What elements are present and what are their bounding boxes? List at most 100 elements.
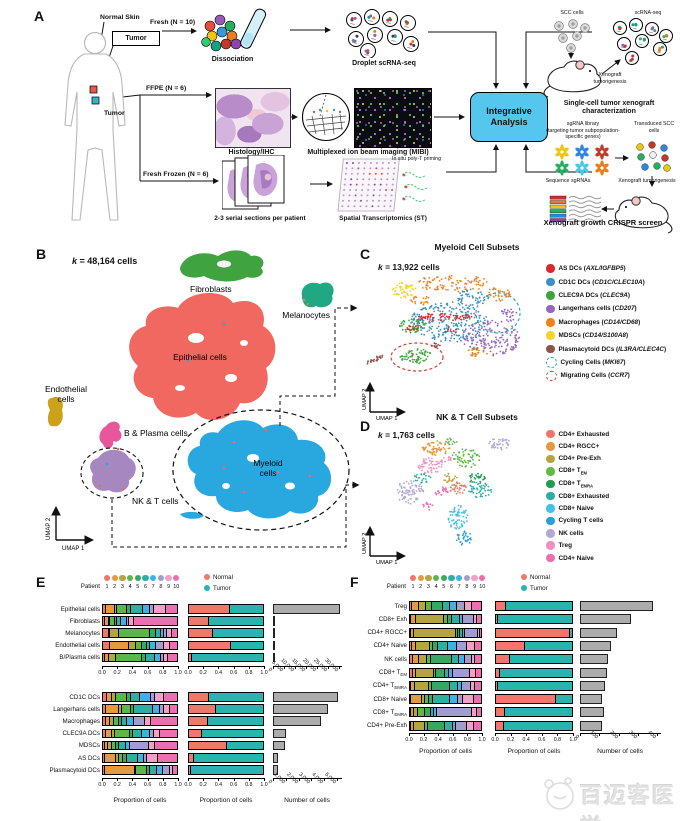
condition-legend-label: Tumor <box>213 585 231 592</box>
condition-proportion-bar <box>188 692 264 702</box>
patient-segment <box>119 629 150 637</box>
axis-tick-label: 0.2 <box>200 670 207 676</box>
axis-tick <box>188 666 189 669</box>
bar-row-label: Endothelial cells <box>18 642 100 649</box>
cell-count-bar <box>580 668 607 678</box>
patient-segment <box>116 693 127 701</box>
cell-count-bar <box>273 741 285 751</box>
patient-proportion-bar <box>102 704 178 714</box>
axis-title: Proportion of cells <box>397 748 494 755</box>
axis-tick-label: 1.0 <box>174 782 181 788</box>
patient-segment <box>133 730 142 738</box>
condition-segment <box>498 615 572 623</box>
patient-segment <box>129 642 136 650</box>
patient-color-dot <box>456 575 462 581</box>
axis-tick <box>526 733 527 736</box>
patient-color-dot <box>418 575 424 581</box>
axis-tick-label: 0.0 <box>184 782 191 788</box>
patient-number: 10 <box>173 584 179 590</box>
condition-proportion-bar <box>495 707 573 717</box>
patient-segment <box>419 655 428 663</box>
condition-segment <box>496 629 570 637</box>
axis-tick <box>178 778 179 781</box>
bar-row-label: CD8+ TEM <box>330 669 407 677</box>
cell-count-bar <box>580 614 631 624</box>
patient-proportion-bar <box>102 604 178 614</box>
axis-tick <box>234 778 235 781</box>
axis-tick <box>218 778 219 781</box>
axis-tick <box>132 666 133 669</box>
patient-number: 4 <box>435 584 438 590</box>
patient-segment <box>172 629 177 637</box>
patient-segment <box>155 742 177 750</box>
patient-segment <box>146 654 155 662</box>
condition-segment <box>189 642 231 650</box>
patient-segment <box>450 695 457 703</box>
patient-number: 8 <box>159 584 162 590</box>
cell-count-bar <box>580 601 653 611</box>
patient-segment <box>117 605 127 613</box>
axis-tick <box>424 733 425 736</box>
patient-proportion-bar <box>409 654 482 664</box>
patient-segment <box>153 705 160 713</box>
axis-tick-label: 1.0 <box>174 670 181 676</box>
axis-tick <box>117 666 118 669</box>
condition-segment <box>208 717 264 725</box>
patient-segment <box>465 602 472 610</box>
patient-number: 5 <box>136 584 139 590</box>
patient-color-dot <box>441 575 447 581</box>
condition-segment <box>189 693 209 701</box>
patient-proportion-bar <box>409 641 482 651</box>
bar-row-label: CD8+ Naive <box>330 696 407 703</box>
axis-tick-label: 0.0 <box>405 737 412 743</box>
axis-tick-label: 0.8 <box>245 670 252 676</box>
patient-segment <box>416 669 434 677</box>
axis-tick-label: 0.6 <box>144 670 151 676</box>
axis-line <box>102 666 179 667</box>
patient-segment <box>164 693 177 701</box>
axis-tick <box>163 778 164 781</box>
axis-tick <box>511 733 512 736</box>
condition-proportion-bar <box>495 601 573 611</box>
axis-tick <box>178 666 179 669</box>
patient-segment <box>411 695 422 703</box>
patient-segment <box>462 682 471 690</box>
condition-proportion-bar <box>188 616 264 626</box>
axis-tick <box>188 778 189 781</box>
patient-segment <box>474 722 481 730</box>
patient-segment <box>136 766 147 774</box>
condition-segment <box>209 617 263 625</box>
condition-segment <box>189 629 213 637</box>
patient-number: 6 <box>144 584 147 590</box>
patient-segment <box>134 705 153 713</box>
condition-proportion-bar <box>495 614 573 624</box>
patient-proportion-bar <box>409 614 482 624</box>
condition-legend-label: Normal <box>213 574 233 581</box>
patient-segment <box>134 617 177 625</box>
condition-segment <box>556 695 572 703</box>
patient-proportion-bar <box>409 628 482 638</box>
figure-canvas: A <box>0 0 683 821</box>
patient-segment <box>452 615 461 623</box>
patient-segment <box>134 717 145 725</box>
patient-segment <box>480 629 481 637</box>
axis-tick <box>117 778 118 781</box>
bar-row-label: CD4+ Naive <box>330 642 407 649</box>
condition-segment <box>496 722 504 730</box>
patient-number: 7 <box>152 584 155 590</box>
patient-segment <box>151 717 177 725</box>
patient-number: 1 <box>105 584 108 590</box>
condition-proportion-bar <box>188 628 264 638</box>
patient-segment <box>418 708 425 716</box>
condition-proportion-bar <box>188 604 264 614</box>
watermark-logo <box>538 772 578 814</box>
patient-segment <box>127 717 134 725</box>
patient-segment <box>443 602 450 610</box>
patient-segment <box>105 754 116 762</box>
cell-count-bar <box>273 716 321 726</box>
condition-segment <box>496 655 510 663</box>
bar-row-label: CD8+ TEMRA <box>330 709 407 717</box>
condition-legend-dot <box>521 574 527 580</box>
axis-tick-label: 0.6 <box>230 782 237 788</box>
axis-tick-label: 0.4 <box>129 782 136 788</box>
